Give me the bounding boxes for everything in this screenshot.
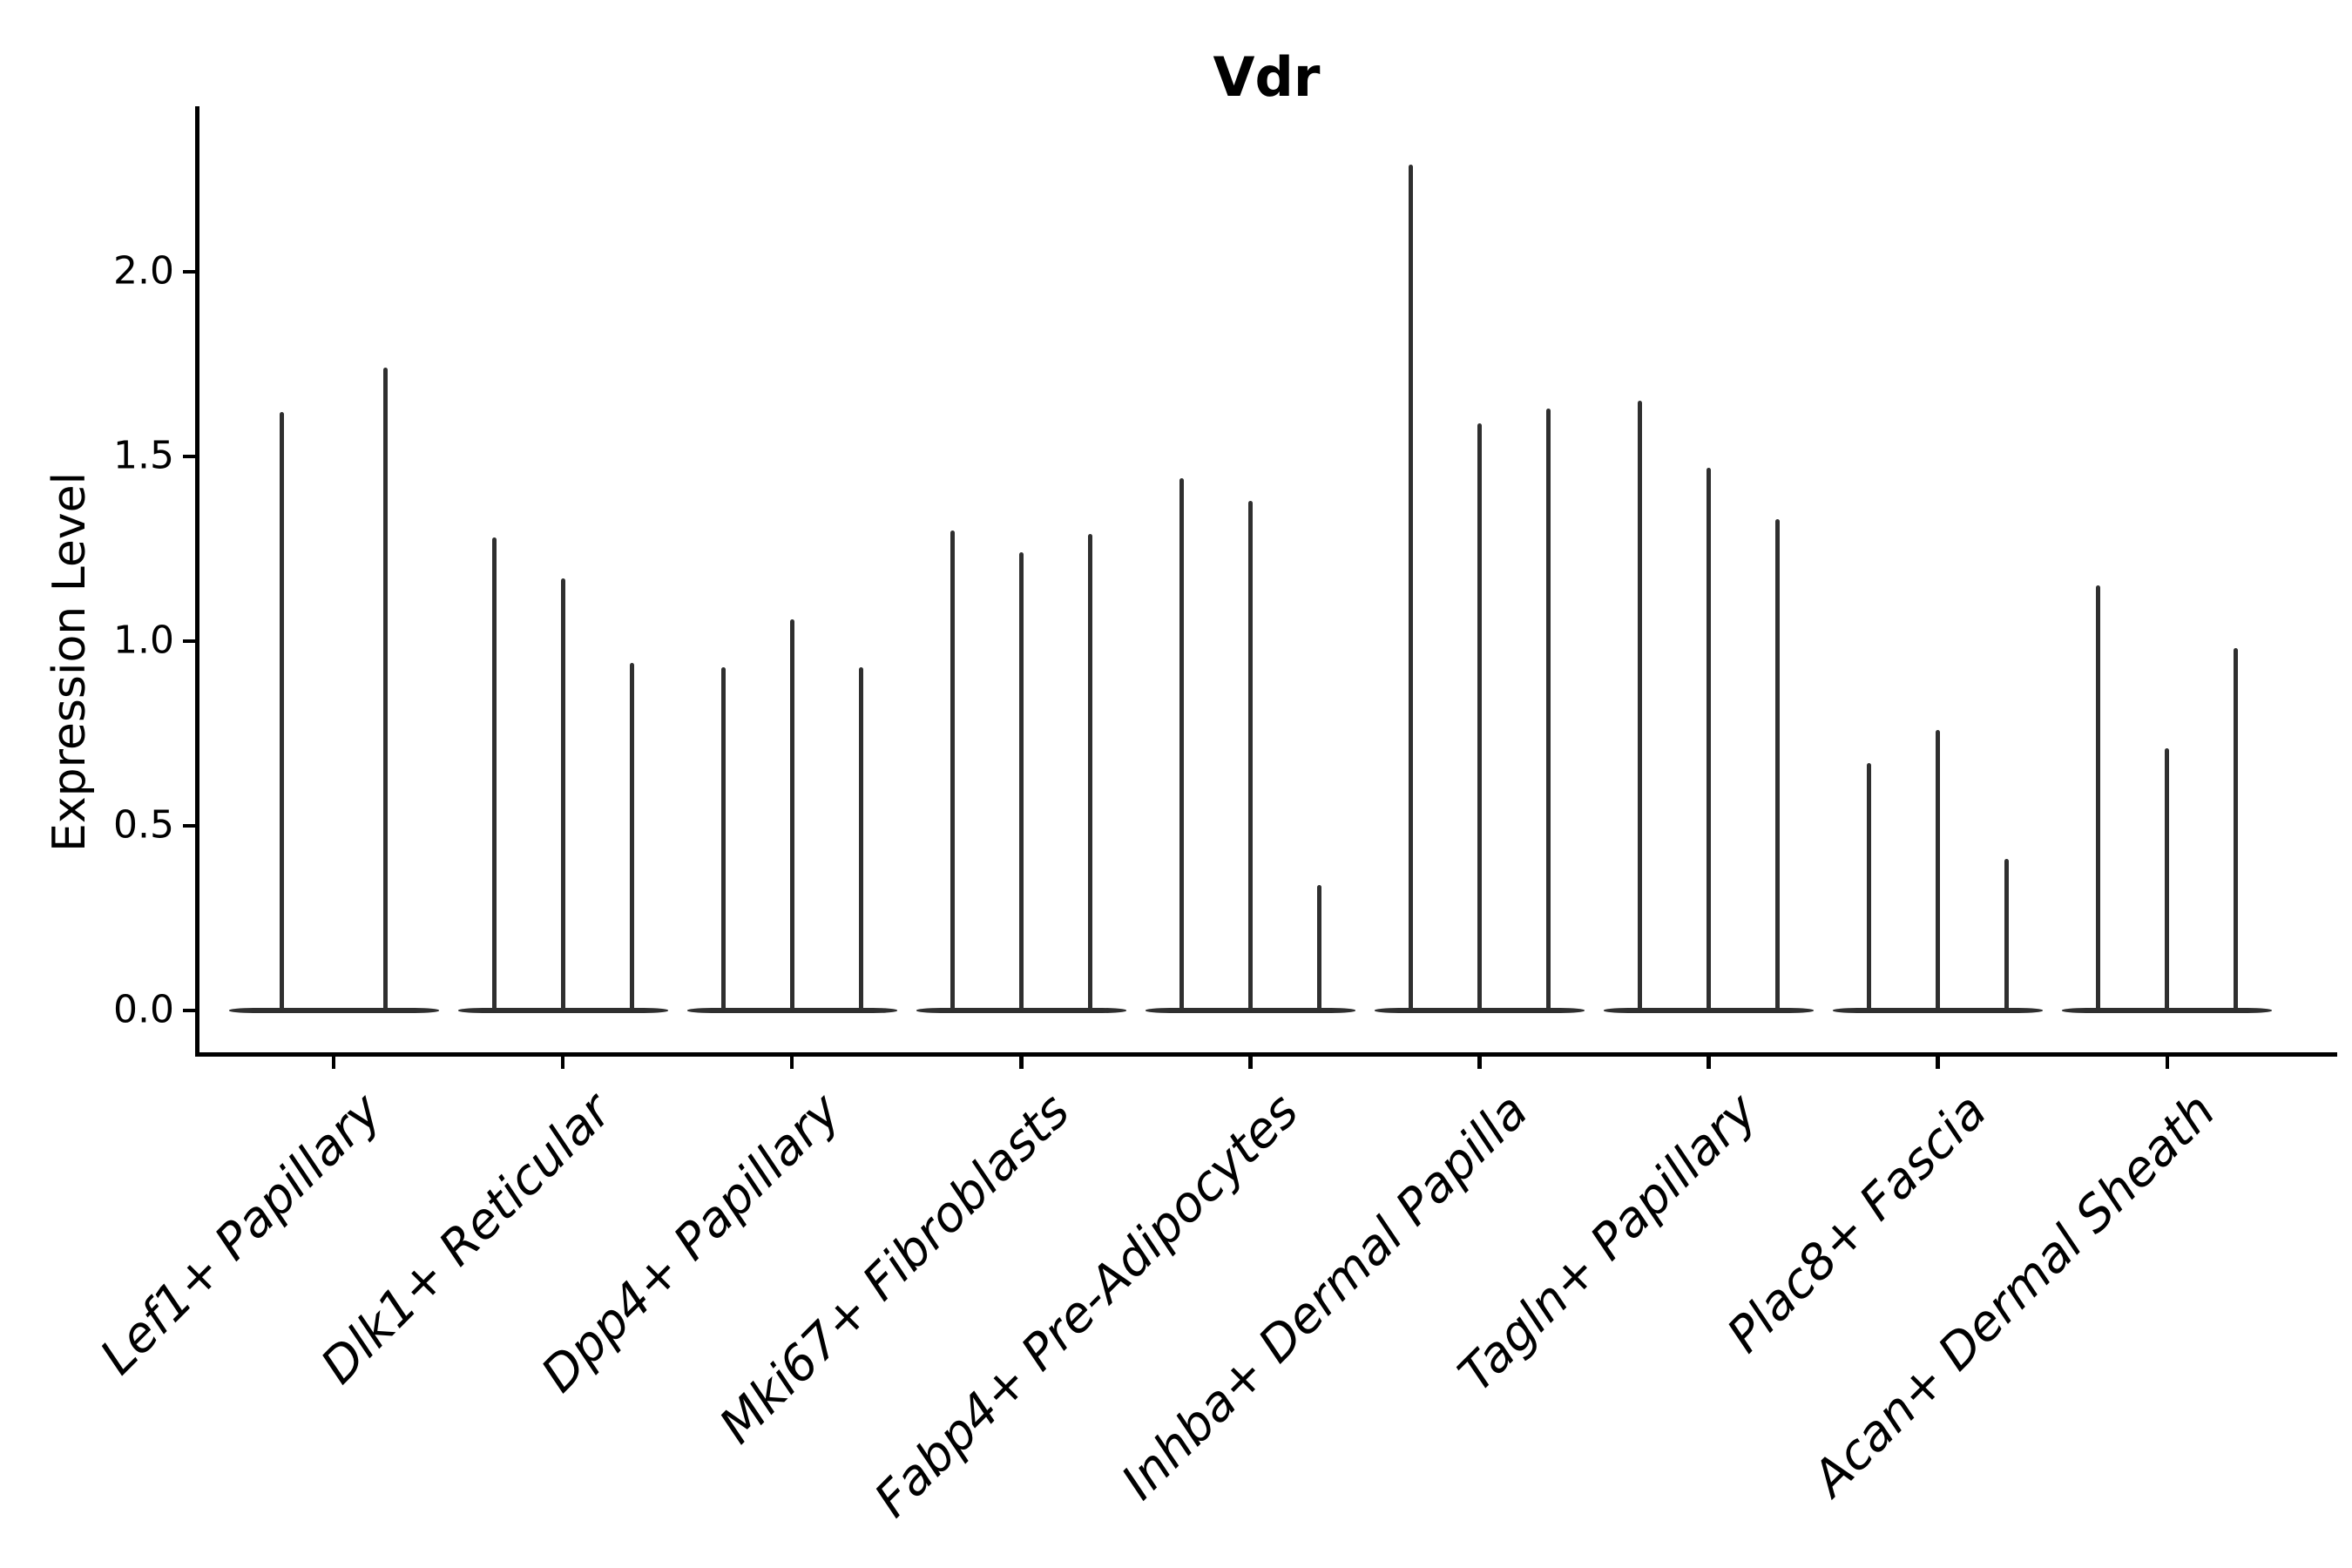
- violin-spike: [491, 537, 497, 1012]
- y-tick: [183, 823, 195, 828]
- y-tick-label: 1.5: [113, 433, 174, 478]
- violin-spike: [1409, 165, 1413, 1012]
- violin-spike: [1247, 500, 1253, 1012]
- violin-spike: [1775, 519, 1781, 1012]
- y-axis-label: Expression Level: [44, 471, 96, 853]
- violin-spike: [1179, 478, 1184, 1012]
- y-tick-label: 0.5: [113, 802, 174, 848]
- y-tick: [183, 1008, 195, 1013]
- violin-spike: [2165, 747, 2170, 1012]
- violin-spike: [560, 578, 565, 1012]
- x-tick: [1019, 1057, 1024, 1069]
- violin-spike: [2096, 585, 2101, 1012]
- x-tick-label-inhba-dermal-papilla: Inhba+ Dermal Papilla: [1111, 1083, 1539, 1511]
- violin-spike: [2004, 859, 2010, 1012]
- violin-spike: [858, 666, 863, 1012]
- y-tick: [183, 269, 195, 274]
- violin-spike: [2234, 648, 2239, 1012]
- y-tick: [183, 454, 195, 459]
- x-axis-spine: [195, 1052, 2337, 1057]
- x-tick: [1707, 1057, 1711, 1069]
- y-tick-label: 2.0: [113, 248, 174, 294]
- violin-spike: [1018, 552, 1024, 1012]
- violin-spike: [720, 666, 726, 1012]
- violin-spike: [280, 412, 285, 1012]
- violin-spike: [950, 530, 955, 1012]
- x-tick-label-fabp4-pre-adipocytes: Fabp4+ Pre-Adipocytes: [864, 1083, 1310, 1529]
- x-tick: [789, 1057, 794, 1069]
- violin-spike: [789, 618, 794, 1012]
- violin-spike: [1316, 884, 1321, 1012]
- violin-spike: [1477, 422, 1482, 1012]
- x-tick: [1477, 1057, 1482, 1069]
- x-tick: [331, 1057, 336, 1069]
- violin-spike: [1936, 729, 1941, 1012]
- y-tick-label: 0.0: [113, 987, 174, 1032]
- x-tick: [2165, 1057, 2170, 1069]
- violin-spike: [1546, 408, 1551, 1012]
- x-tick: [1936, 1057, 1940, 1069]
- violin-spike: [1707, 467, 1712, 1012]
- chart-title: Vdr: [1213, 45, 1321, 109]
- y-axis-spine: [195, 106, 199, 1057]
- x-tick: [560, 1057, 565, 1069]
- violin-spike: [382, 368, 388, 1012]
- violin-base: [228, 1008, 439, 1013]
- y-tick: [183, 639, 195, 644]
- violin-spike: [1638, 401, 1643, 1012]
- x-tick-label-acan-dermal-sheath: Acan+ Dermal Sheath: [1801, 1083, 2227, 1507]
- x-tick: [1248, 1057, 1253, 1069]
- violin-spike: [629, 663, 634, 1012]
- violin-spike: [1087, 534, 1092, 1012]
- y-tick-label: 1.0: [113, 618, 174, 663]
- violin-spike: [1867, 762, 1872, 1012]
